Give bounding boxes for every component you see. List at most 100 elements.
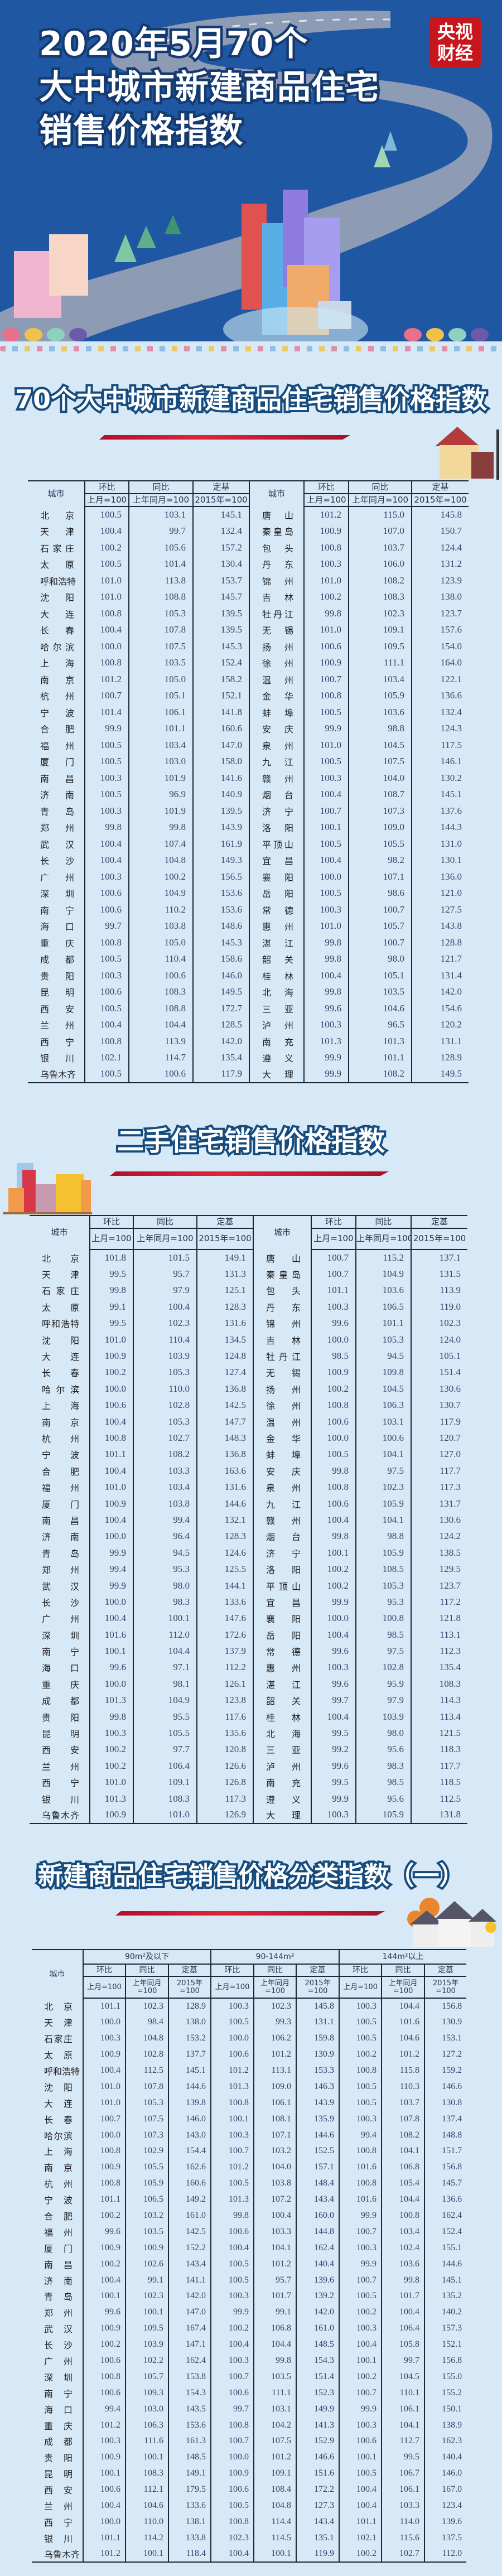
index-value: 106.3 [355,1397,411,1414]
index-value: 143.5 [167,2401,211,2418]
index-value: 105.1 [348,967,412,984]
column-header: 上年同月=100 [348,493,412,507]
index-value: 100.2 [339,2368,382,2385]
index-value: 100.9 [83,2320,126,2337]
index-value: 99.4 [133,1512,197,1528]
city-name: 昆明 [40,987,74,998]
index-value: 154.4 [167,2143,211,2159]
index-value: 104.8 [125,2030,168,2047]
index-value: 144.1 [196,1577,253,1594]
index-value: 104.8 [128,852,193,869]
index-value: 100.4 [83,2272,126,2289]
city-name: 北京 [40,510,74,521]
index-value: 100.5 [339,2030,382,2047]
index-value: 100.6 [84,885,129,901]
index-value: 100.2 [311,1381,356,1397]
index-value: 100.8 [84,934,129,951]
index-value: 103.8 [128,918,193,934]
city-name: 温州 [253,1413,311,1430]
index-value: 106.4 [133,1758,197,1774]
city-name: 成都 [40,954,74,966]
city-name: 合肥 [44,2211,73,2222]
index-value: 99.6 [83,2304,126,2321]
city-name: 南京 [44,2163,73,2174]
index-value: 101.1 [83,2191,126,2208]
city-name: 长春 [42,1368,79,1379]
index-value: 161.0 [296,2320,340,2337]
column-header: 城市 [253,1215,311,1250]
index-value: 105.0 [128,934,193,951]
index-value: 101.0 [303,737,349,754]
city-name: 锦州 [253,1315,311,1332]
index-value: 111.1 [253,2385,297,2401]
index-value: 100.1 [83,2465,126,2482]
index-value: 98.1 [133,1676,197,1692]
index-value: 102.8 [125,2046,168,2063]
index-value: 140.4 [296,2256,340,2273]
column-header: 定基 [192,481,249,494]
column-header: 2015年=100 [196,1228,253,1250]
index-value: 112.1 [125,2481,168,2498]
index-value: 112.2 [196,1659,253,1676]
city-name: 吉林 [253,1331,311,1348]
table-row: 南昌 100.4 99.4 132.1 赣州 100.4 104.1 130.6 [30,1512,467,1528]
city-name: 呼和浩特 [40,576,76,587]
index-value: 101.6 [381,2014,425,2030]
column-header: 环比 [311,1215,356,1228]
index-value: 123.7 [411,605,469,622]
index-value: 162.3 [424,2433,467,2449]
index-value: 137.4 [424,2111,467,2128]
city-name: 青岛 [42,1548,79,1559]
index-value: 104.6 [125,2497,168,2514]
column-header: 城市 [49,1969,65,1979]
table-row: 太原 100.5 101.4 130.4 丹东 100.3 106.0 131.2 [28,556,469,572]
index-value: 102.3 [411,1315,467,1332]
city-name: 银川 [40,1053,74,1064]
index-value: 110.0 [133,1381,197,1397]
index-value: 146.3 [296,2078,340,2095]
table-row: 杭州 100.7 105.1 152.1 金华 100.8 105.9 136.6 [28,687,469,704]
index-value: 105.9 [348,687,412,704]
index-value: 100.7 [339,2385,382,2401]
index-value: 147.1 [167,2336,211,2353]
table-row: 海口 99.7 103.8 148.6 惠州 101.0 105.7 143.8 [28,918,469,934]
index-value: 131.4 [411,967,469,984]
index-value: 106.3 [125,2417,168,2434]
index-value: 151.4 [296,2368,340,2385]
index-value: 155.0 [424,2368,467,2385]
city-name: 上海 [40,658,74,669]
table-row: 福州 99.6 103.5 142.5 100.6 103.3 144.8 100.7 103.… [32,2223,467,2240]
index-value: 109.0 [253,2078,297,2095]
index-value: 102.7 [381,2546,425,2563]
index-value: 105.0 [128,671,193,688]
index-value: 99.7 [128,523,193,539]
table-row: 南京 101.2 105.0 158.2 温州 100.7 103.4 122.1 [28,671,469,688]
city-name: 蚌埠 [253,1446,311,1463]
table-row: 乌鲁木齐 100.5 100.6 117.9 大理 99.9 108.2 149.5 [28,1066,469,1083]
section-title-new-homes: 70个大中城市新建商品住宅销售价格指数 [13,382,489,417]
section-title-category: 新建商品住宅销售价格分类指数（一） [35,1859,466,1893]
index-value: 130.7 [411,1397,467,1414]
index-value: 130.6 [411,1381,467,1397]
index-value: 100.7 [311,1250,356,1266]
index-value: 139.6 [424,2514,467,2530]
index-value: 115.8 [381,2062,425,2079]
index-value: 105.9 [355,1545,411,1561]
index-value: 100.8 [210,2514,254,2530]
index-value: 100.4 [381,2304,425,2321]
index-value: 100.1 [83,2288,126,2304]
table-row: 太原 100.9 102.8 137.7 100.6 101.2 130.9 100.2 101… [32,2046,467,2063]
column-header: 上月=100 [210,1976,254,1999]
index-value: 146.0 [424,2465,467,2482]
index-value: 99.5 [381,2449,425,2466]
table-row: 郑州 99.6 100.1 147.0 99.9 99.1 142.0 100.2 100.4 1… [32,2304,467,2321]
index-value: 104.5 [381,2368,425,2385]
table-row: 西宁 100.8 113.9 142.0 南充 101.3 101.3 131.1 [28,1033,469,1050]
index-value: 95.9 [355,1676,411,1692]
table-row: 重庆 100.0 98.1 126.1 湛江 99.6 95.9 108.3 [30,1676,467,1692]
index-value: 100.1 [311,1545,356,1561]
index-value: 100.0 [83,2127,126,2144]
city-name: 金华 [253,1430,311,1446]
red-bar-divider [110,1171,389,1176]
index-value: 142.0 [167,2288,211,2304]
